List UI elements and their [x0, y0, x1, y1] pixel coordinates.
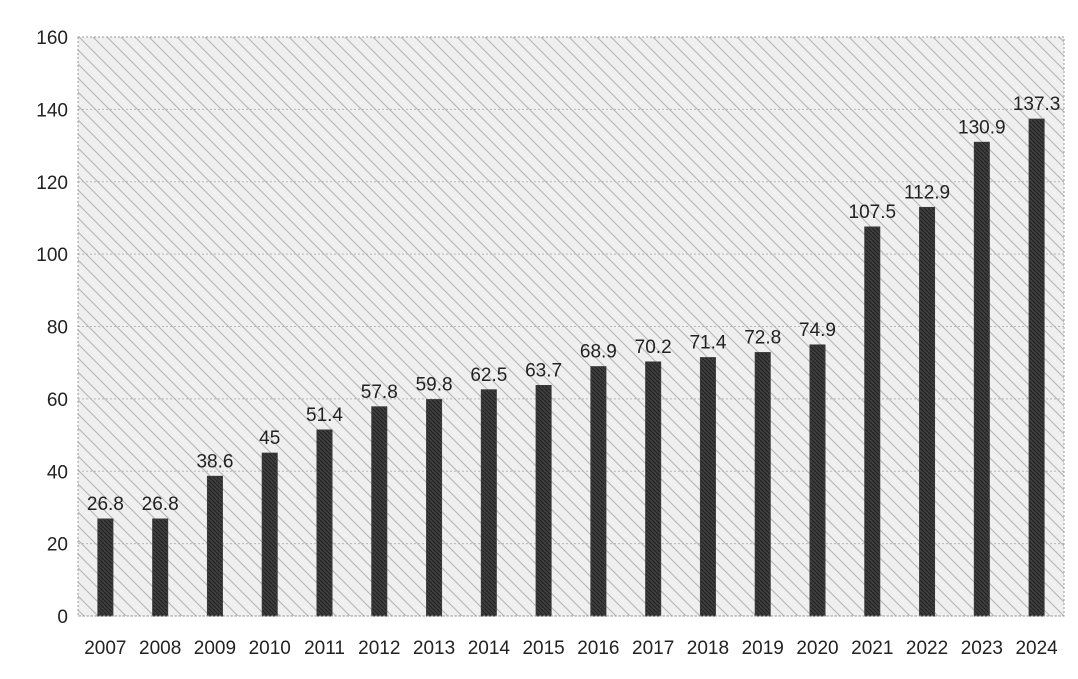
- bar-2008: [152, 518, 169, 617]
- bar-2020: [809, 344, 826, 617]
- bar-2011: [316, 429, 333, 617]
- x-tick-label-2010: 2010: [249, 638, 291, 659]
- bar-2018: [699, 357, 716, 617]
- bar-2015: [535, 384, 552, 617]
- x-tick-label-2018: 2018: [687, 638, 729, 659]
- x-tick-label-2015: 2015: [522, 638, 564, 659]
- bar-2024: [1028, 118, 1045, 617]
- data-label-2007: 26.8: [87, 494, 124, 515]
- bar-2009: [206, 475, 223, 617]
- data-labels: 26.8 26.8 38.6 45 51.4 57.8 59.8 62.5 63.7 68.9 70…: [87, 94, 1060, 515]
- y-tick-label: 120: [36, 173, 68, 194]
- bar-2013: [426, 399, 443, 617]
- y-tick-label: 100: [36, 245, 68, 266]
- bar-2014: [480, 389, 497, 617]
- data-label-2016: 68.9: [580, 342, 617, 363]
- plot-border: [77, 36, 1065, 617]
- data-label-2013: 59.8: [416, 375, 453, 396]
- data-label-2014: 62.5: [470, 365, 507, 386]
- data-label-2010: 45: [259, 428, 280, 449]
- x-tick-label-2016: 2016: [577, 638, 619, 659]
- x-tick-label-2023: 2023: [961, 638, 1003, 659]
- data-label-2017: 70.2: [635, 337, 672, 358]
- y-tick-label: 0: [57, 607, 68, 628]
- data-label-2011: 51.4: [306, 405, 343, 426]
- data-label-2018: 71.4: [689, 333, 726, 354]
- bar-2007: [97, 518, 114, 617]
- bar-2017: [645, 361, 662, 617]
- data-label-2023: 130.9: [958, 117, 1006, 138]
- x-tick-label-2014: 2014: [468, 638, 511, 659]
- data-label-2008: 26.8: [142, 494, 179, 515]
- x-tick-label-2017: 2017: [632, 638, 674, 659]
- data-label-2019: 72.8: [744, 328, 781, 349]
- bars: [97, 118, 1045, 617]
- x-tick-label-2020: 2020: [796, 638, 838, 659]
- y-tick-label: 20: [47, 535, 68, 556]
- bar-2010: [261, 452, 278, 617]
- y-tick-label: 80: [47, 318, 68, 339]
- y-tick-label: 60: [47, 390, 68, 411]
- x-tick-label-2011: 2011: [304, 638, 345, 659]
- bar-2019: [754, 352, 771, 617]
- x-tick-label-2007: 2007: [84, 638, 126, 659]
- x-tick-label-2019: 2019: [742, 638, 784, 659]
- bar-2021: [864, 226, 881, 617]
- data-label-2024: 137.3: [1013, 94, 1061, 115]
- x-tick-label-2009: 2009: [194, 638, 236, 659]
- bar-2012: [371, 406, 388, 617]
- data-label-2020: 74.9: [799, 320, 836, 341]
- x-tick-label-2022: 2022: [906, 638, 948, 659]
- x-tick-label-2008: 2008: [139, 638, 181, 659]
- data-label-2015: 63.7: [525, 360, 562, 381]
- data-label-2012: 57.8: [361, 382, 398, 403]
- y-tick-label: 160: [36, 28, 68, 49]
- y-tick-label: 140: [36, 100, 68, 121]
- bar-2022: [919, 206, 936, 617]
- x-tick-label-2021: 2021: [851, 638, 893, 659]
- x-tick-label-2013: 2013: [413, 638, 455, 659]
- bar-2016: [590, 366, 607, 617]
- data-label-2022: 112.9: [904, 182, 950, 203]
- bar-2023: [973, 141, 990, 617]
- data-label-2021: 107.5: [849, 202, 897, 223]
- x-axis: 2007 2008 2009 2010 2011 2012 2013 2014 2015 2016…: [84, 638, 1058, 659]
- x-tick-label-2012: 2012: [358, 638, 400, 659]
- data-label-2009: 38.6: [196, 451, 233, 472]
- y-tick-label: 40: [47, 462, 68, 483]
- y-axis: 0 20 40 60 80 100 120 140 160: [36, 28, 68, 628]
- x-tick-label-2024: 2024: [1015, 638, 1058, 659]
